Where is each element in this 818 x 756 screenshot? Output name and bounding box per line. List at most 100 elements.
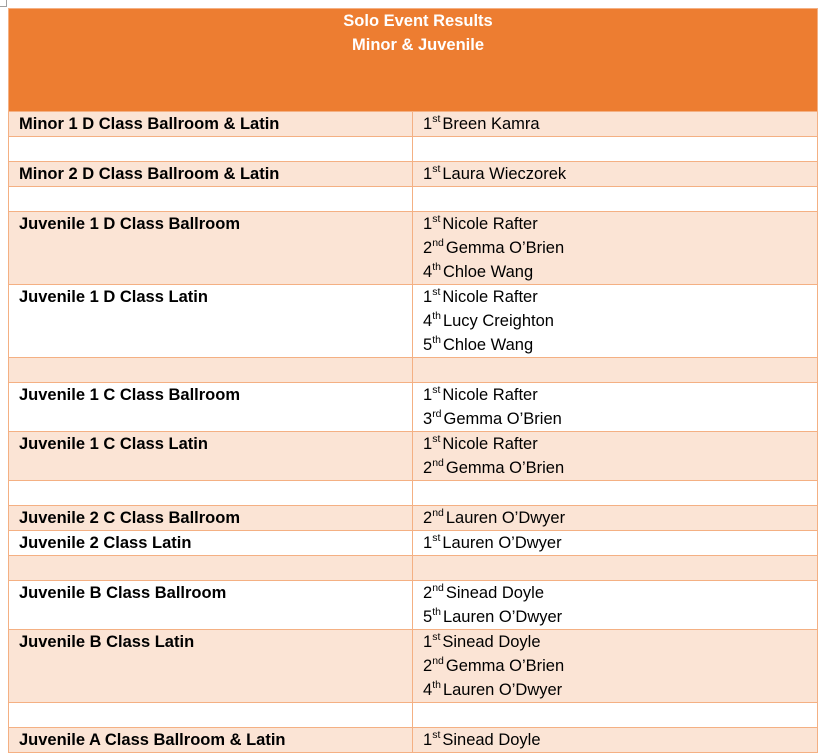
spacer-row — [8, 480, 818, 506]
placing-position: 1 — [423, 215, 433, 233]
ordinal-suffix: st — [432, 384, 441, 396]
table-row: Juvenile 1 C Class Ballroom 1st Nicole Raf… — [8, 382, 818, 432]
competitor-name: Gemma O’Brien — [443, 410, 562, 428]
competitor-name: Nicole Rafter — [442, 215, 538, 233]
competitor-name: Lauren O’Dwyer — [442, 681, 563, 699]
table-row: Minor 1 D Class Ballroom & Latin 1st Breen… — [8, 111, 818, 137]
ordinal-suffix: th — [432, 606, 441, 618]
placings-cell: 1st Lauren O’Dwyer — [411, 530, 818, 556]
placings-cell: 1st Nicole Rafter 2nd Gemma O’Brien — [411, 431, 818, 481]
event-name-cell: Juvenile B Class Ballroom — [8, 580, 413, 630]
placing-entry: 1st Breen Kamra — [423, 112, 817, 136]
results-table: Solo Event Results Minor & Juvenile Mino… — [7, 8, 818, 753]
ordinal-suffix: nd — [432, 237, 444, 249]
competitor-name: Gemma O’Brien — [445, 459, 565, 477]
table-row: Juvenile B Class Latin 1st Sinead Doyle 2nd… — [8, 629, 818, 703]
placing-entry: 1st Nicole Rafter — [423, 383, 817, 407]
placings-cell: 2nd Sinead Doyle 5th Lauren O’Dwyer — [411, 580, 818, 630]
event-name-cell — [8, 186, 413, 212]
placings-cell — [411, 357, 818, 383]
spacer-row — [8, 186, 818, 212]
competitor-name: Lauren O’Dwyer — [445, 509, 566, 527]
ordinal-suffix: st — [432, 113, 441, 125]
placings-cell: 1st Sinead Doyle 2nd Gemma O’Brien 4th Lauren… — [411, 629, 818, 703]
competitor-name: Sinead Doyle — [442, 731, 541, 749]
placing-entry: 2nd Lauren O’Dwyer — [423, 506, 817, 530]
placing-position: 5 — [423, 336, 433, 354]
ordinal-suffix: nd — [432, 655, 444, 667]
placing-position: 2 — [423, 239, 433, 257]
event-name-cell: Juvenile 1 C Class Latin — [8, 431, 413, 481]
ordinal-suffix: st — [432, 433, 441, 445]
table-row: Juvenile 1 C Class Latin 1st Nicole Rafter… — [8, 431, 818, 481]
placing-position: 2 — [423, 509, 433, 527]
ordinal-suffix: nd — [432, 457, 444, 469]
placing-position: 1 — [423, 633, 433, 651]
spacer-row — [8, 555, 818, 581]
placing-entry: 5th Lauren O’Dwyer — [423, 605, 817, 629]
placing-entry: 1st Nicole Rafter — [423, 285, 817, 309]
event-name-cell — [8, 702, 413, 728]
table-row: Juvenile 1 D Class Ballroom 1st Nicole Raf… — [8, 211, 818, 285]
table-row: Juvenile 2 C Class Ballroom 2nd Lauren O’D… — [8, 505, 818, 531]
placing-entry: 1st Laura Wieczorek — [423, 162, 817, 186]
spacer-row — [8, 136, 818, 162]
ordinal-suffix: st — [432, 532, 441, 544]
placing-position: 4 — [423, 263, 433, 281]
placing-position: 4 — [423, 312, 433, 330]
competitor-name: Lauren O’Dwyer — [442, 534, 562, 552]
ordinal-suffix: st — [432, 729, 441, 741]
table-row: Minor 2 D Class Ballroom & Latin 1st Laura… — [8, 161, 818, 187]
spacer-row — [8, 702, 818, 728]
placings-cell — [411, 480, 818, 506]
competitor-name: Chloe Wang — [442, 263, 534, 281]
ordinal-suffix: rd — [432, 408, 442, 420]
placing-entry: 4th Lucy Creighton — [423, 309, 817, 333]
event-name-cell: Minor 2 D Class Ballroom & Latin — [8, 161, 413, 187]
placing-position: 1 — [423, 115, 433, 133]
event-name-cell — [8, 555, 413, 581]
placing-position: 5 — [423, 608, 433, 626]
table-row: Juvenile A Class Ballroom & Latin 1st Sine… — [8, 727, 818, 753]
placing-position: 1 — [423, 435, 433, 453]
placings-cell: 1st Nicole Rafter 4th Lucy Creighton 5th Chlo… — [411, 284, 818, 358]
competitor-name: Breen Kamra — [442, 115, 540, 133]
placing-entry: 2nd Gemma O’Brien — [423, 654, 817, 678]
placing-entry: 1st Nicole Rafter — [423, 212, 817, 236]
placings-cell: 1st Nicole Rafter 2nd Gemma O’Brien 4th Chloe… — [411, 211, 818, 285]
title-cell: Solo Event Results Minor & Juvenile — [7, 8, 818, 112]
competitor-name: Chloe Wang — [442, 336, 534, 354]
competitor-name: Gemma O’Brien — [445, 239, 565, 257]
placing-entry: 1st Sinead Doyle — [423, 728, 817, 752]
table-row: Juvenile B Class Ballroom 2nd Sinead Doyle… — [8, 580, 818, 630]
placing-position: 4 — [423, 681, 433, 699]
competitor-name: Laura Wieczorek — [442, 165, 567, 183]
event-name-cell: Minor 1 D Class Ballroom & Latin — [8, 111, 413, 137]
placings-cell: 2nd Lauren O’Dwyer — [411, 505, 818, 531]
ordinal-suffix: th — [432, 310, 441, 322]
placings-cell — [411, 186, 818, 212]
placing-entry: 1st Sinead Doyle — [423, 630, 817, 654]
placing-entry: 2nd Gemma O’Brien — [423, 456, 817, 480]
placing-entry: 4th Lauren O’Dwyer — [423, 678, 817, 702]
event-name-cell: Juvenile 1 D Class Latin — [8, 284, 413, 358]
table-row: Juvenile 1 D Class Latin 1st Nicole Rafter… — [8, 284, 818, 358]
placing-entry: 3rd Gemma O’Brien — [423, 407, 817, 431]
ordinal-suffix: th — [432, 679, 441, 691]
event-name-cell: Juvenile B Class Latin — [8, 629, 413, 703]
placing-position: 1 — [423, 534, 433, 552]
placing-position: 2 — [423, 657, 433, 675]
event-name-cell — [8, 480, 413, 506]
placings-cell — [411, 702, 818, 728]
placing-position: 1 — [423, 288, 433, 306]
event-name-cell — [8, 136, 413, 162]
placing-position: 1 — [423, 165, 433, 183]
placings-cell: 1st Laura Wieczorek — [411, 161, 818, 187]
placing-entry: 5th Chloe Wang — [423, 333, 817, 357]
placing-position: 1 — [423, 731, 433, 749]
event-name-cell — [8, 357, 413, 383]
placing-position: 2 — [423, 459, 433, 477]
placings-cell — [411, 136, 818, 162]
competitor-name: Lucy Creighton — [442, 312, 554, 330]
ordinal-suffix: th — [432, 334, 441, 346]
